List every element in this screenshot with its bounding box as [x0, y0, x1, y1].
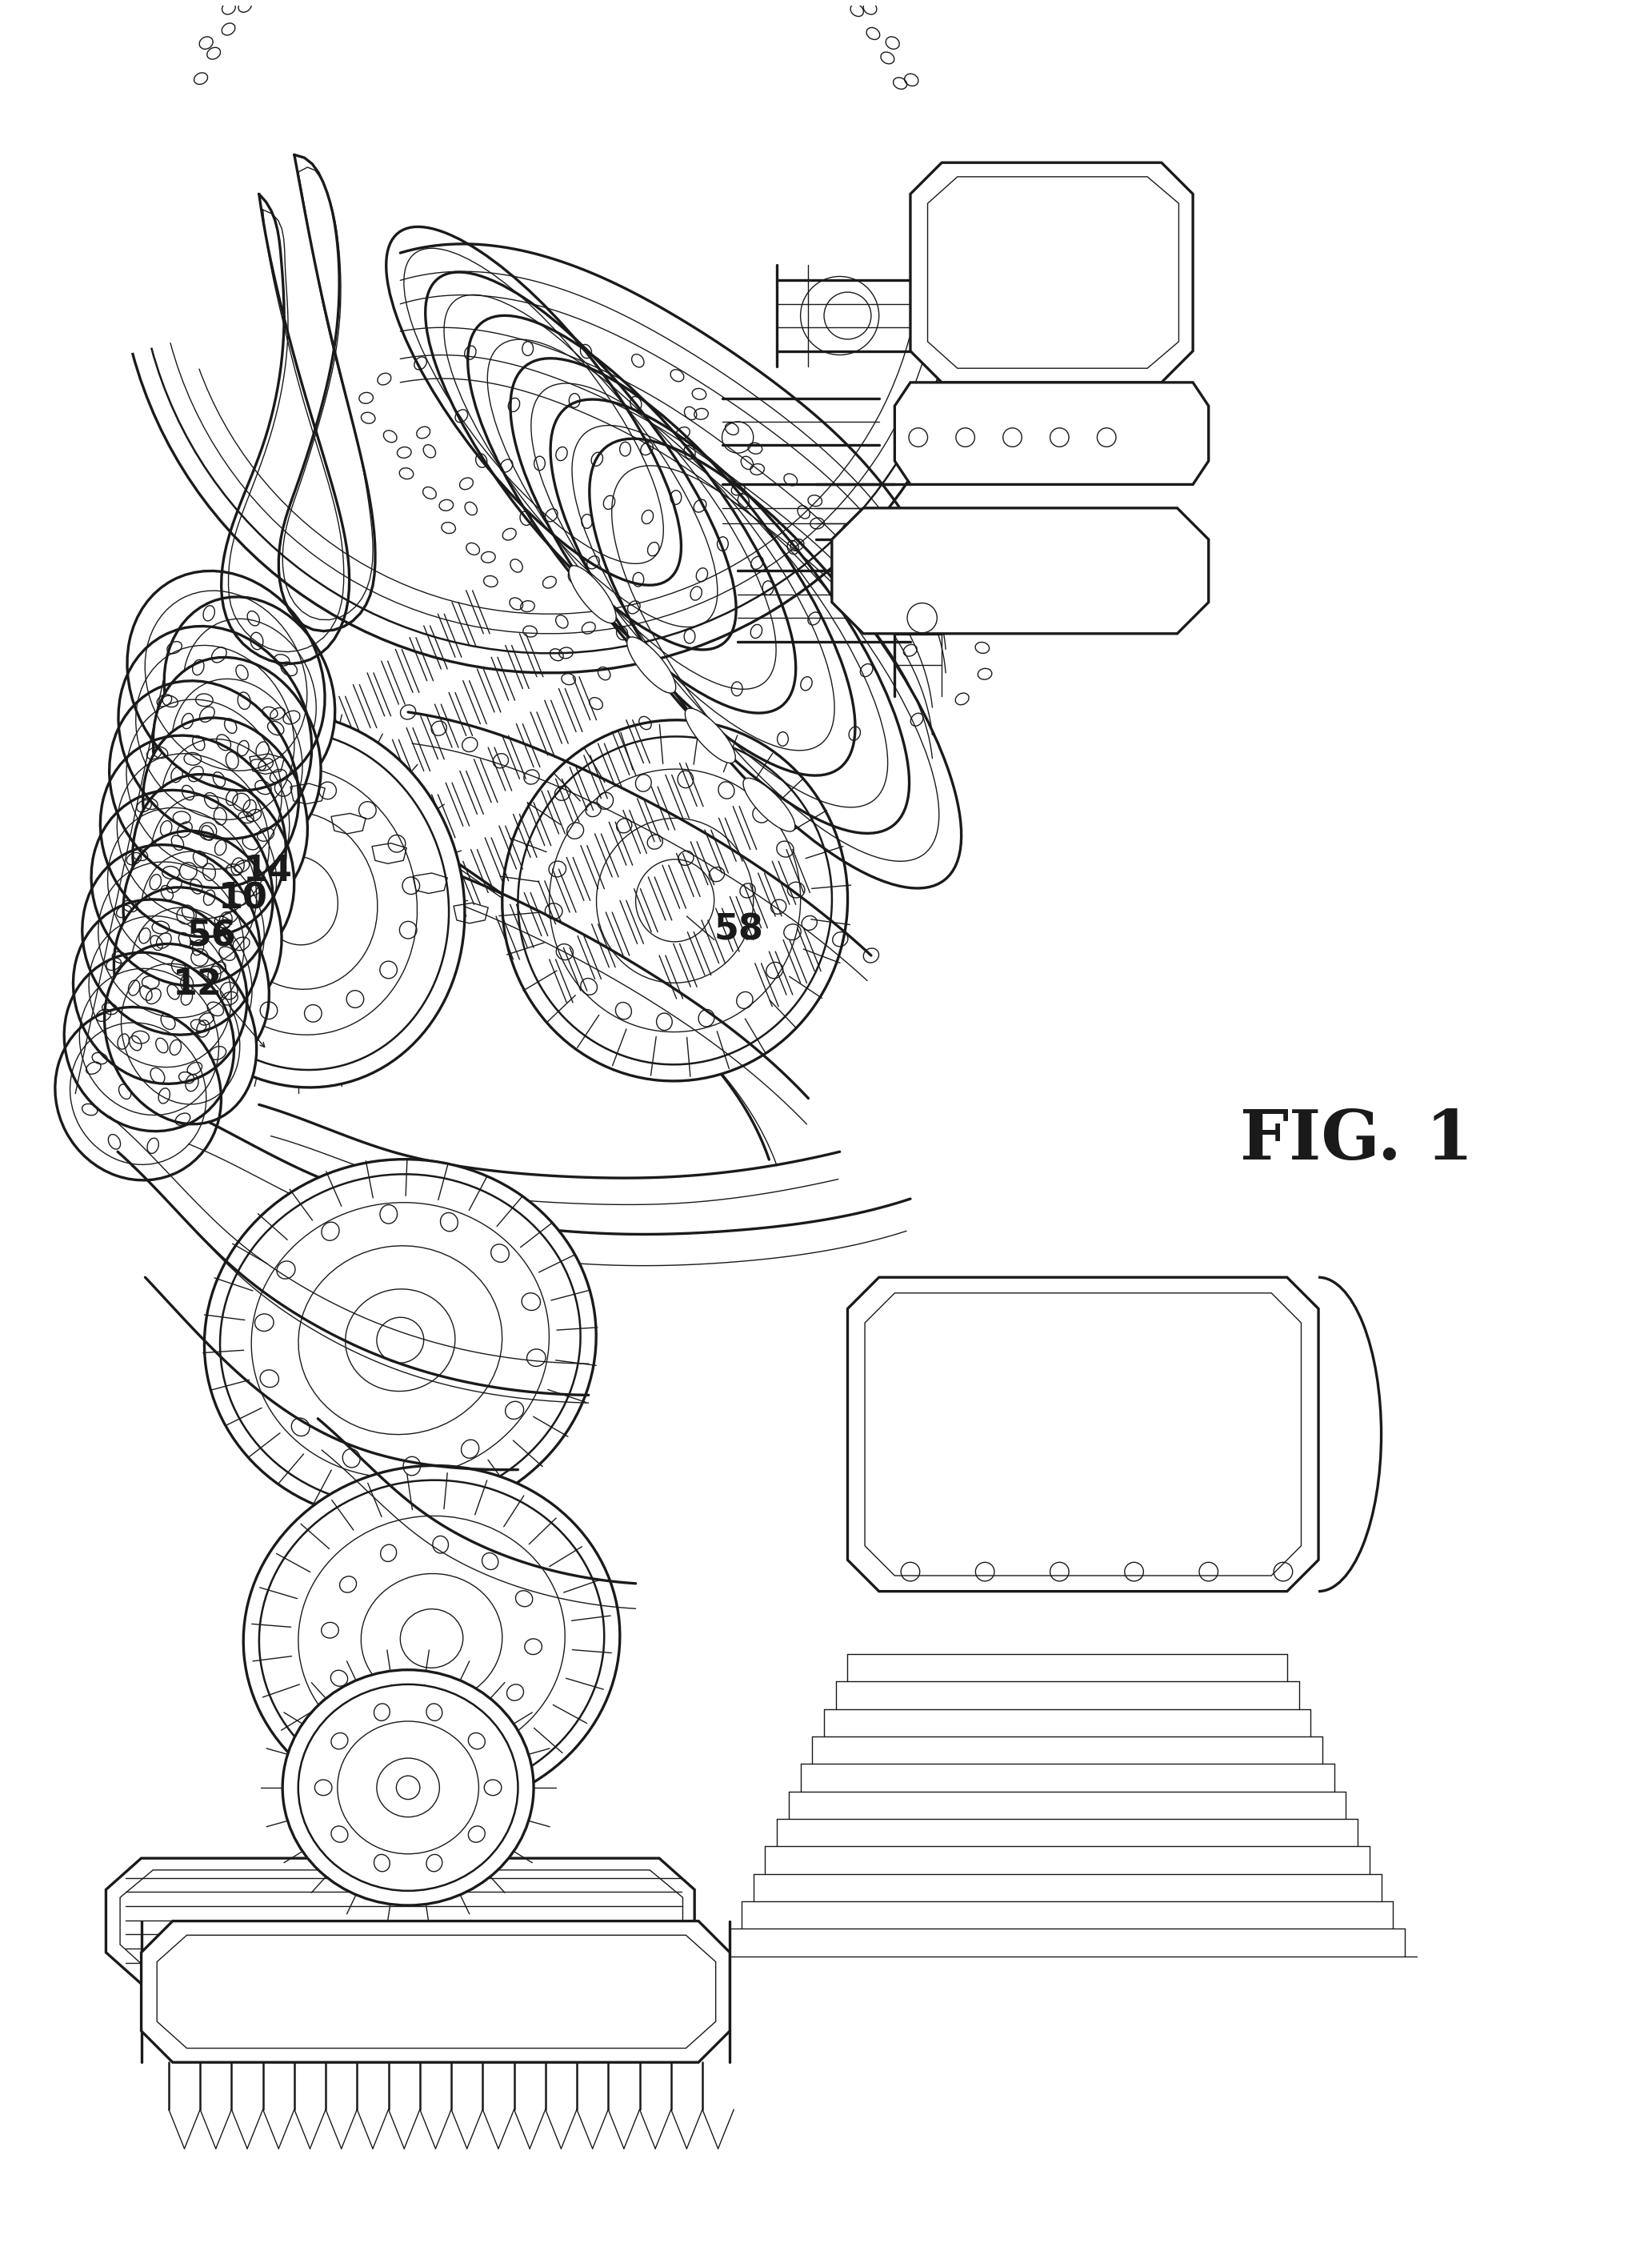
Text: 14: 14: [243, 855, 292, 888]
Text: FIG. 1: FIG. 1: [1241, 1106, 1474, 1173]
Polygon shape: [910, 161, 1193, 381]
Ellipse shape: [282, 1669, 534, 1904]
Polygon shape: [106, 1857, 694, 1983]
Text: 56: 56: [187, 920, 236, 953]
Ellipse shape: [154, 657, 320, 852]
Polygon shape: [142, 1920, 730, 2061]
Ellipse shape: [132, 774, 294, 964]
Ellipse shape: [502, 720, 847, 1081]
Polygon shape: [847, 1276, 1318, 1590]
Ellipse shape: [743, 778, 795, 832]
Polygon shape: [895, 381, 1209, 484]
Ellipse shape: [164, 597, 335, 796]
Text: 12: 12: [173, 967, 223, 1003]
Ellipse shape: [243, 1465, 620, 1812]
Ellipse shape: [144, 718, 307, 911]
Ellipse shape: [132, 713, 464, 1088]
Text: 58: 58: [714, 913, 763, 947]
Ellipse shape: [686, 709, 735, 763]
Ellipse shape: [114, 888, 269, 1070]
Ellipse shape: [628, 637, 676, 693]
Polygon shape: [833, 507, 1209, 633]
Ellipse shape: [205, 1160, 596, 1521]
Ellipse shape: [104, 944, 256, 1124]
Ellipse shape: [124, 830, 281, 1018]
Text: 10: 10: [218, 881, 268, 915]
Ellipse shape: [568, 565, 616, 624]
